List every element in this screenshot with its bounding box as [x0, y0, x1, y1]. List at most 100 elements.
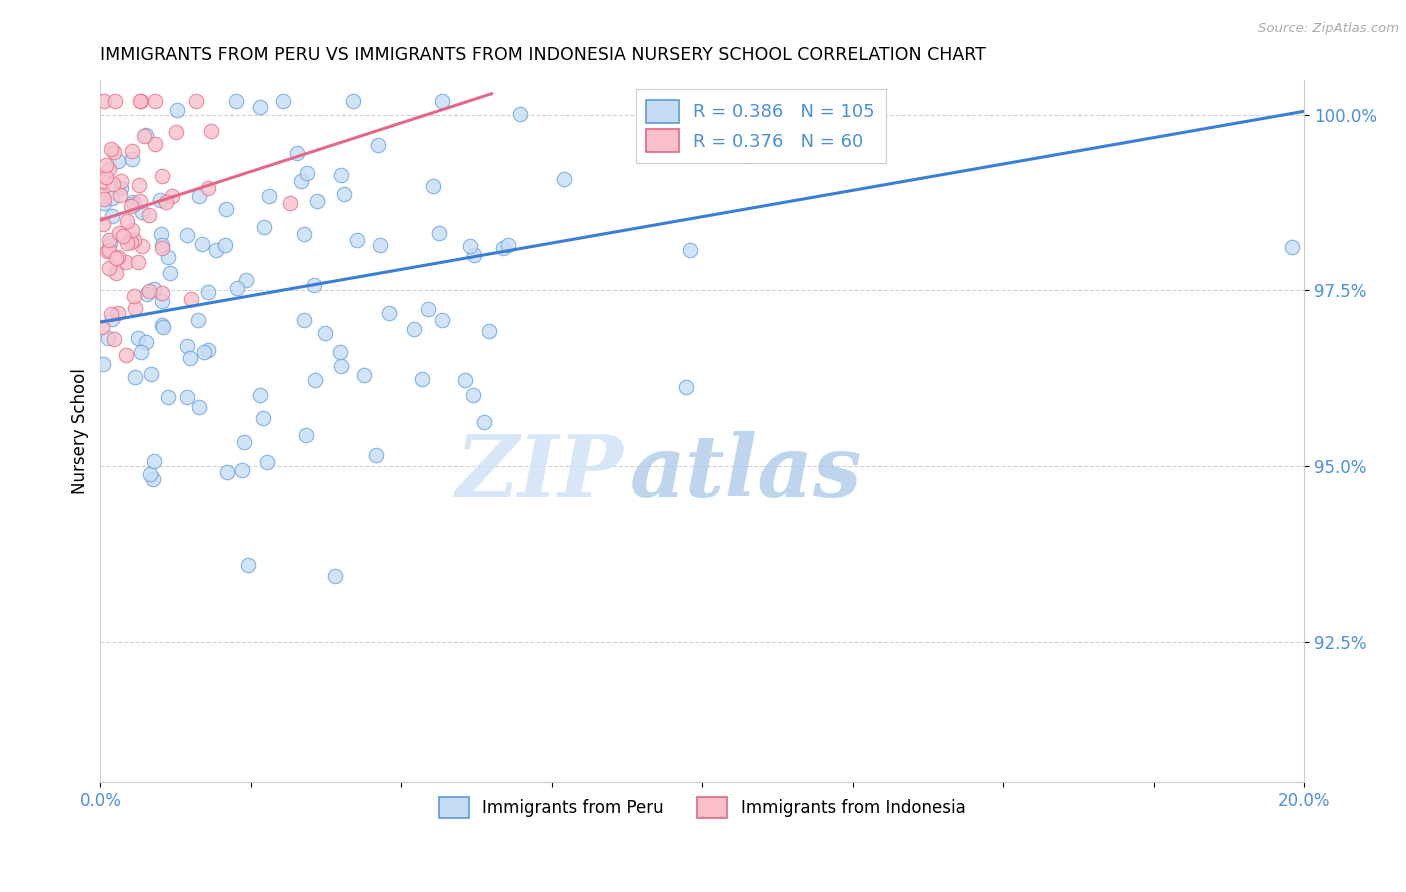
- Point: [176, 390, 198, 404]
- Point: [295, 165, 318, 179]
- Point: [675, 380, 697, 394]
- Point: [150, 286, 173, 301]
- Point: [184, 94, 207, 108]
- Point: [304, 278, 326, 293]
- Point: [117, 235, 139, 250]
- Point: [429, 227, 451, 241]
- Point: [253, 219, 276, 234]
- Point: [458, 238, 481, 252]
- Point: [422, 179, 444, 194]
- Point: [91, 320, 114, 334]
- Point: [157, 390, 180, 404]
- Point: [101, 177, 124, 191]
- Point: [129, 194, 152, 208]
- Point: [98, 243, 121, 257]
- Point: [176, 339, 198, 353]
- Point: [97, 233, 120, 247]
- Point: [179, 351, 201, 365]
- Point: [492, 241, 515, 255]
- Point: [121, 195, 143, 210]
- Point: [292, 227, 315, 242]
- Point: [238, 558, 260, 572]
- Point: [143, 137, 166, 152]
- Point: [214, 237, 236, 252]
- Point: [368, 238, 391, 252]
- Point: [93, 94, 115, 108]
- Point: [138, 467, 160, 482]
- Point: [150, 241, 173, 255]
- Point: [100, 307, 122, 321]
- Point: [187, 189, 209, 203]
- Point: [233, 434, 256, 449]
- Point: [135, 334, 157, 349]
- Point: [252, 410, 274, 425]
- Point: [122, 289, 145, 303]
- Text: ZIP: ZIP: [456, 432, 624, 515]
- Point: [735, 149, 758, 163]
- Point: [111, 229, 134, 244]
- Point: [114, 347, 136, 361]
- Point: [314, 326, 336, 340]
- Point: [418, 301, 440, 316]
- Point: [132, 128, 155, 143]
- Point: [411, 372, 433, 386]
- Point: [346, 233, 368, 247]
- Point: [129, 94, 152, 108]
- Point: [93, 357, 115, 371]
- Point: [122, 197, 145, 211]
- Point: [108, 226, 131, 240]
- Point: [197, 181, 219, 195]
- Point: [138, 208, 160, 222]
- Point: [142, 454, 165, 468]
- Point: [404, 321, 426, 335]
- Point: [115, 255, 138, 269]
- Point: [150, 318, 173, 333]
- Point: [156, 250, 179, 264]
- Point: [150, 237, 173, 252]
- Point: [100, 142, 122, 156]
- Point: [165, 125, 187, 139]
- Point: [150, 169, 173, 183]
- Text: IMMIGRANTS FROM PERU VS IMMIGRANTS FROM INDONESIA NURSERY SCHOOL CORRELATION CHA: IMMIGRANTS FROM PERU VS IMMIGRANTS FROM …: [100, 46, 986, 64]
- Point: [93, 196, 115, 211]
- Point: [141, 367, 163, 381]
- Point: [101, 312, 124, 326]
- Point: [256, 455, 278, 469]
- Point: [271, 94, 294, 108]
- Point: [430, 94, 453, 108]
- Point: [294, 313, 316, 327]
- Point: [98, 162, 121, 177]
- Point: [94, 158, 117, 172]
- Point: [278, 196, 301, 211]
- Point: [150, 227, 173, 241]
- Point: [120, 199, 142, 213]
- Text: atlas: atlas: [630, 432, 862, 515]
- Point: [110, 174, 132, 188]
- Point: [472, 415, 495, 429]
- Y-axis label: Nursery School: Nursery School: [72, 368, 89, 494]
- Point: [159, 266, 181, 280]
- Point: [134, 128, 156, 142]
- Point: [679, 243, 702, 257]
- Point: [235, 273, 257, 287]
- Point: [122, 233, 145, 247]
- Point: [205, 243, 228, 257]
- Point: [187, 313, 209, 327]
- Point: [94, 170, 117, 185]
- Point: [120, 235, 142, 249]
- Point: [188, 400, 211, 414]
- Point: [463, 247, 485, 261]
- Point: [257, 188, 280, 202]
- Point: [129, 345, 152, 359]
- Point: [342, 94, 364, 108]
- Point: [294, 428, 316, 442]
- Point: [107, 306, 129, 320]
- Point: [155, 195, 177, 210]
- Point: [98, 261, 121, 276]
- Point: [121, 153, 143, 167]
- Point: [329, 359, 352, 374]
- Point: [138, 285, 160, 299]
- Point: [149, 193, 172, 207]
- Point: [193, 345, 215, 359]
- Point: [330, 168, 353, 182]
